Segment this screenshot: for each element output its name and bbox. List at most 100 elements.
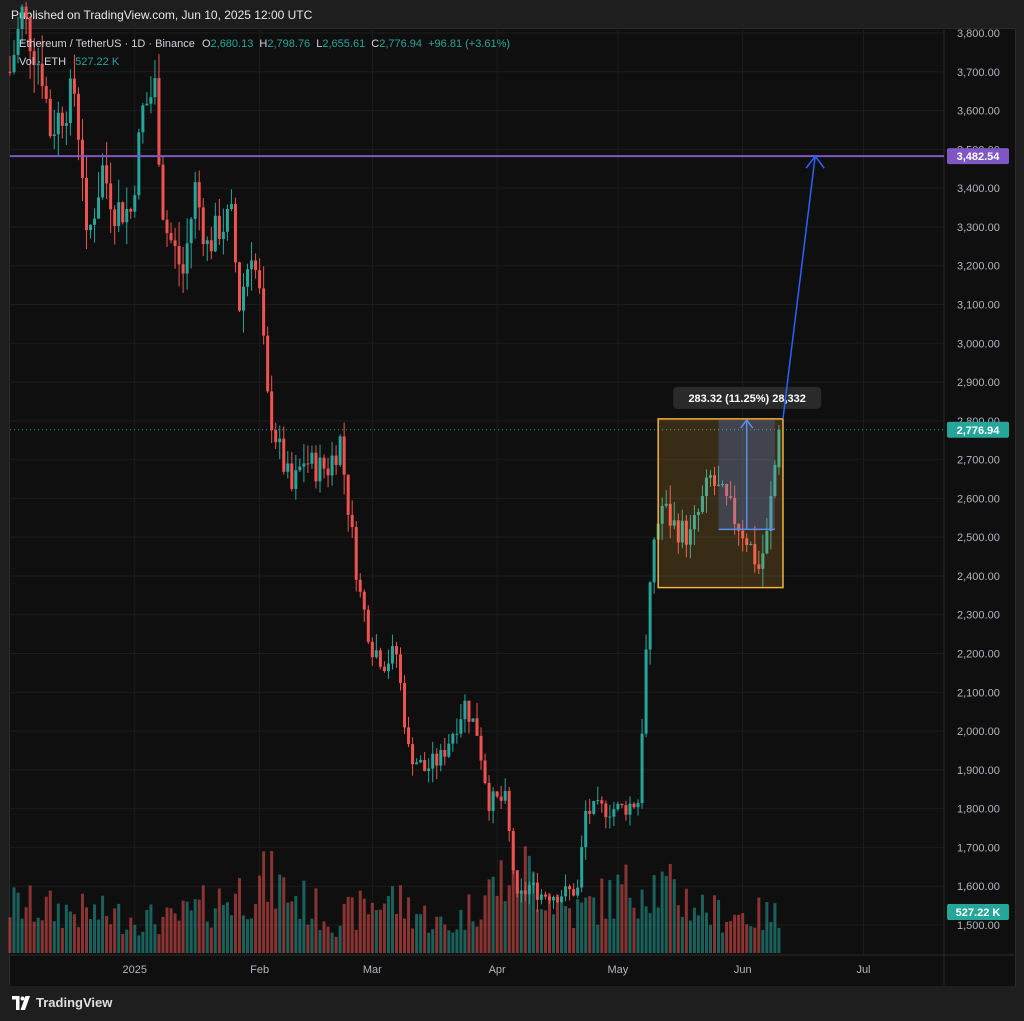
candle-body — [487, 783, 491, 811]
volume-bar — [576, 899, 580, 953]
x-tick-label: Apr — [489, 964, 506, 976]
volume-bar — [205, 921, 209, 953]
volume-bar — [48, 890, 52, 953]
candle-body — [455, 733, 459, 735]
y-tick-label: 2,100.00 — [957, 687, 1000, 699]
candle-body — [250, 260, 254, 270]
volume-bar — [20, 918, 24, 953]
volume-bar — [745, 924, 749, 953]
candle-body — [696, 511, 700, 516]
volume-legend: Vol · ETH 527.22 K — [19, 56, 119, 68]
volume-bar — [451, 932, 455, 953]
volume-bar — [250, 918, 254, 953]
candle-body — [692, 515, 696, 530]
volume-bar — [769, 921, 773, 953]
volume-bar — [254, 903, 258, 953]
candle-body — [28, 17, 32, 52]
candle-body — [535, 882, 539, 900]
volume-bar — [431, 929, 435, 953]
symbol-title: Ethereum / TetherUS · 1D · Binance — [19, 38, 195, 50]
volume-bar — [177, 920, 181, 953]
x-tick-label: Mar — [363, 964, 382, 976]
candle-body — [117, 202, 121, 227]
volume-bar — [463, 929, 467, 953]
volume-bar — [378, 909, 382, 953]
close-value: 2,776.94 — [379, 38, 423, 50]
candle-body — [491, 791, 495, 811]
volume-bar — [346, 896, 350, 953]
volume-bar — [274, 908, 278, 953]
volume-bar — [189, 910, 193, 953]
y-tick-label: 2,500.00 — [957, 532, 1000, 544]
candle-body — [129, 208, 133, 212]
volume-bar — [217, 888, 221, 953]
candle-body — [177, 246, 181, 265]
volume-bar — [672, 879, 676, 953]
horizontal-level-tag-bg — [947, 148, 1009, 165]
candle-body — [419, 760, 423, 763]
candle-body — [197, 182, 201, 208]
candle-body — [213, 215, 217, 252]
y-tick-label: 3,300.00 — [957, 222, 1000, 234]
volume-bar — [644, 906, 648, 953]
candle-body — [354, 527, 358, 580]
volume-bar — [419, 914, 423, 953]
candle-body — [415, 762, 419, 765]
candle-body — [294, 470, 298, 489]
candle-body — [254, 260, 258, 271]
volume-bar — [729, 921, 733, 953]
volume-bar — [459, 909, 463, 953]
volume-bar — [278, 874, 282, 953]
volume-bar — [527, 855, 531, 953]
candle-body — [543, 894, 547, 897]
volume-bar — [354, 929, 358, 953]
volume-bar — [721, 932, 725, 953]
candle-body — [584, 810, 588, 848]
candle-body — [390, 646, 394, 664]
y-tick-label: 3,800.00 — [957, 28, 1000, 40]
volume-bar — [40, 920, 44, 953]
y-tick-label: 3,600.00 — [957, 106, 1000, 118]
published-label: Published on TradingView.com, Jun 10, 20… — [11, 8, 313, 22]
y-tick-label: 2,600.00 — [957, 493, 1000, 505]
candle-body — [246, 269, 250, 287]
candle-body — [233, 203, 237, 263]
volume-bar — [117, 903, 121, 953]
candle-body — [451, 733, 455, 744]
volume-bar — [471, 921, 475, 953]
candle-body — [777, 429, 781, 468]
volume-bar — [68, 911, 72, 953]
last-price-tag-bg — [947, 421, 1009, 438]
volume-bar — [415, 913, 419, 953]
candle-body — [366, 609, 370, 642]
candle-body — [125, 208, 129, 223]
volume-bar — [362, 898, 366, 953]
candle-body — [157, 78, 161, 165]
volume-bar — [105, 916, 109, 953]
candle-body — [266, 335, 270, 392]
candle-body — [600, 800, 604, 804]
volume-bar — [149, 904, 153, 953]
high-label: H — [259, 38, 268, 50]
candle-body — [684, 520, 688, 545]
candle-body — [109, 183, 113, 210]
volume-bar — [201, 885, 205, 953]
volume-bar — [382, 903, 386, 953]
volume-bar — [572, 928, 576, 953]
candle-body — [32, 51, 36, 66]
candle-body — [322, 457, 326, 469]
candle-body — [286, 463, 290, 472]
candle-body — [664, 503, 668, 506]
volume-bar — [386, 896, 390, 953]
volume-bar — [725, 921, 729, 953]
volume-bar — [394, 913, 398, 953]
volume-bar — [403, 918, 407, 953]
candle-body — [358, 579, 362, 592]
candle-body — [145, 103, 149, 106]
y-tick-label: 2,700.00 — [957, 455, 1000, 467]
volume-bar — [765, 902, 769, 953]
candle-body — [709, 475, 712, 478]
candle-body — [519, 890, 523, 894]
candle-body — [475, 718, 479, 736]
